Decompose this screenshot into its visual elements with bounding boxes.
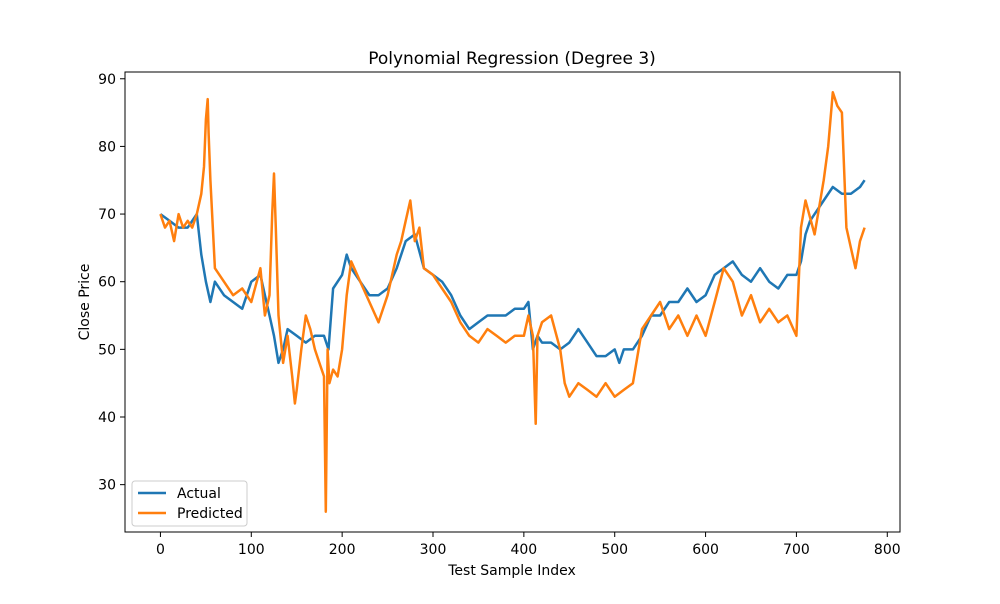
- x-tick-label: 400: [510, 542, 537, 558]
- y-tick-label: 40: [98, 410, 116, 426]
- x-tick-label: 600: [692, 542, 719, 558]
- series-layer: [159, 91, 866, 513]
- series-line-actual: [159, 179, 866, 365]
- legend-label-actual: Actual: [177, 486, 221, 502]
- x-axis-ticks: 0 100 200 300 400 500 600 700 800: [156, 532, 901, 558]
- x-tick-label: 200: [329, 542, 356, 558]
- axes-frame: [124, 71, 901, 533]
- y-tick-label: 60: [98, 275, 116, 291]
- series-line-predicted: [159, 91, 866, 513]
- y-axis-ticks: 30 40 50 60 70 80 90: [98, 72, 125, 494]
- x-tick-label: 100: [238, 542, 265, 558]
- x-tick-label: 500: [601, 542, 628, 558]
- plot-area: [124, 71, 901, 533]
- y-tick-label: 70: [98, 207, 116, 223]
- x-tick-label: 700: [783, 542, 810, 558]
- y-tick-label: 90: [98, 72, 116, 88]
- y-axis-label: Close Price: [77, 264, 93, 341]
- y-tick-label: 30: [98, 478, 116, 494]
- x-axis-label: Test Sample Index: [447, 563, 576, 579]
- chart-title: Polynomial Regression (Degree 3): [368, 49, 656, 69]
- x-tick-label: 300: [420, 542, 447, 558]
- y-tick-label: 80: [98, 139, 116, 155]
- legend: Actual Predicted: [131, 480, 248, 527]
- legend-label-predicted: Predicted: [177, 506, 243, 522]
- y-tick-label: 50: [98, 342, 116, 358]
- x-tick-label: 0: [156, 542, 165, 558]
- x-tick-label: 800: [874, 542, 901, 558]
